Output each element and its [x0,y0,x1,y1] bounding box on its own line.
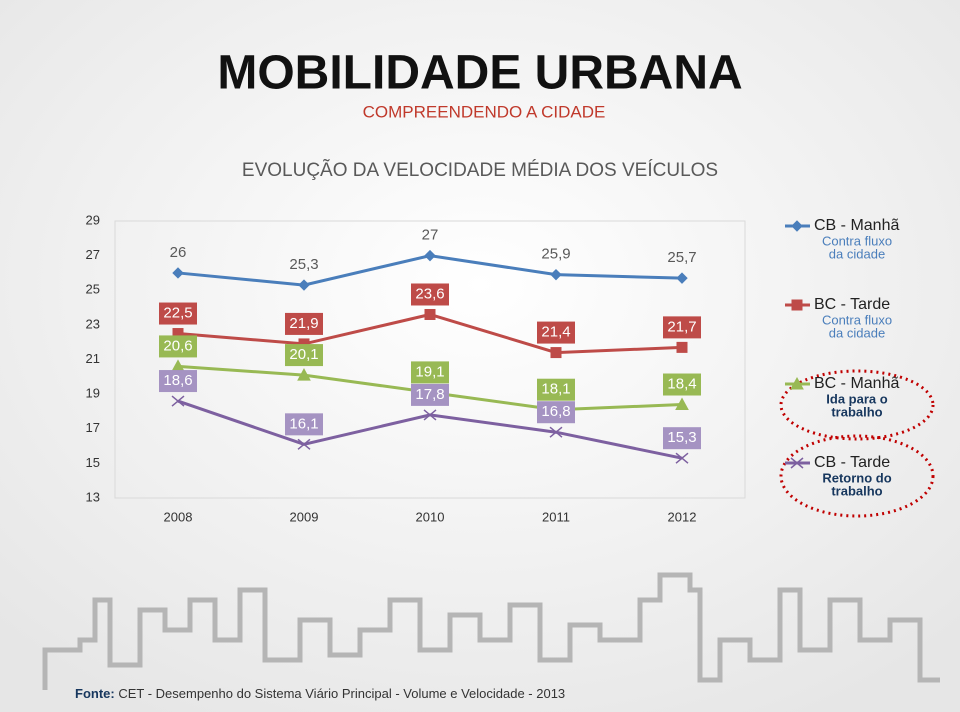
data-label: 23,6 [415,285,444,302]
marker [791,220,803,232]
plot-frame [114,220,746,499]
heading: MOBILIDADE URBANA [217,47,742,100]
marker [423,409,437,421]
legend-note: Retorno do [822,470,891,485]
data-label: 16,8 [541,403,570,420]
data-label-box [411,383,449,406]
highlight [779,369,935,441]
legend-note: trabalho [831,483,882,498]
data-label-box [411,361,449,384]
data-label: 15,3 [667,429,696,446]
data-label-box [285,312,323,335]
marker [790,457,804,469]
marker [171,395,185,407]
marker [424,249,436,262]
y-tick-label: 27 [86,247,100,262]
marker [172,267,184,279]
data-label-box [285,344,323,367]
x-tick-label: 2008 [164,509,193,524]
x-tick-label: 2009 [290,509,319,524]
data-label-box [159,302,197,325]
y-tick-label: 29 [86,212,100,227]
data-label: 27 [422,227,439,244]
legend-label: BC - Tarde [814,296,890,313]
data-label: 18,1 [541,381,570,398]
data-label: 22,5 [163,305,192,322]
legend-note: trabalho [831,404,882,419]
y-tick-label: 15 [86,455,100,470]
legend-note: Contra fluxo [822,312,892,327]
data-label: 21,9 [289,315,318,332]
data-label-box [537,401,575,424]
marker [549,426,563,438]
marker [550,268,562,281]
marker [297,438,311,450]
y-tick-label: 23 [86,316,100,331]
legend-note: Ida para o [826,391,887,406]
chart-title: EVOLUÇÃO DA VELOCIDADE MÉDIA DOS VEÍCULO… [242,159,718,181]
marker [675,452,689,464]
x-tick-label: 2011 [542,509,570,524]
y-tick-label: 25 [86,282,100,297]
data-label: 18,6 [163,372,192,389]
data-label: 21,7 [667,318,696,335]
source-text: CET - Desempenho do Sistema Viário Princ… [118,686,565,701]
data-label-box [159,335,197,358]
data-label-box [537,378,575,401]
source: Fonte: CET - Desempenho do Sistema Viári… [75,686,565,701]
data-label-box [537,321,575,344]
marker [675,397,689,411]
legend-label: CB - Manhã [814,217,899,234]
data-label: 16,1 [289,415,318,432]
legend-note: da cidade [829,246,885,261]
marker [676,341,688,353]
x-tick-label: 2012 [668,509,697,524]
data-label: 26 [170,244,187,261]
data-label: 17,8 [415,386,444,403]
marker [424,308,436,320]
data-label-box [159,370,197,393]
data-label: 20,6 [163,337,192,354]
data-label-box [663,373,701,396]
data-label-box [663,427,701,450]
legend-note: Contra fluxo [822,233,892,248]
y-tick-label: 17 [86,420,100,435]
data-label-box [663,316,701,339]
data-label: 25,3 [289,256,318,273]
data-label: 21,4 [541,324,570,341]
y-tick-label: 13 [86,489,100,504]
x-tick-label: 2010 [416,509,445,524]
data-label-box [411,283,449,306]
data-label: 19,1 [415,363,444,380]
marker [297,368,311,381]
data-label: 25,7 [667,249,696,266]
data-label: 20,1 [289,346,318,363]
legend-label: CB - Tarde [814,454,890,471]
data-label: 25,9 [541,246,570,263]
highlight [779,434,935,518]
skyline [42,572,940,690]
marker [550,347,562,359]
y-tick-label: 21 [86,351,100,366]
y-tick-label: 19 [86,386,100,401]
marker [791,299,803,311]
subheading: COMPREENDENDO A CIDADE [363,102,606,121]
source-label: Fonte: [75,686,115,701]
data-label: 18,4 [667,375,696,392]
data-label-box [285,413,323,436]
marker [676,272,688,284]
legend-note: da cidade [829,325,885,340]
marker [790,376,804,390]
legend-label: BC - Manhã [814,375,899,392]
marker [298,279,310,291]
